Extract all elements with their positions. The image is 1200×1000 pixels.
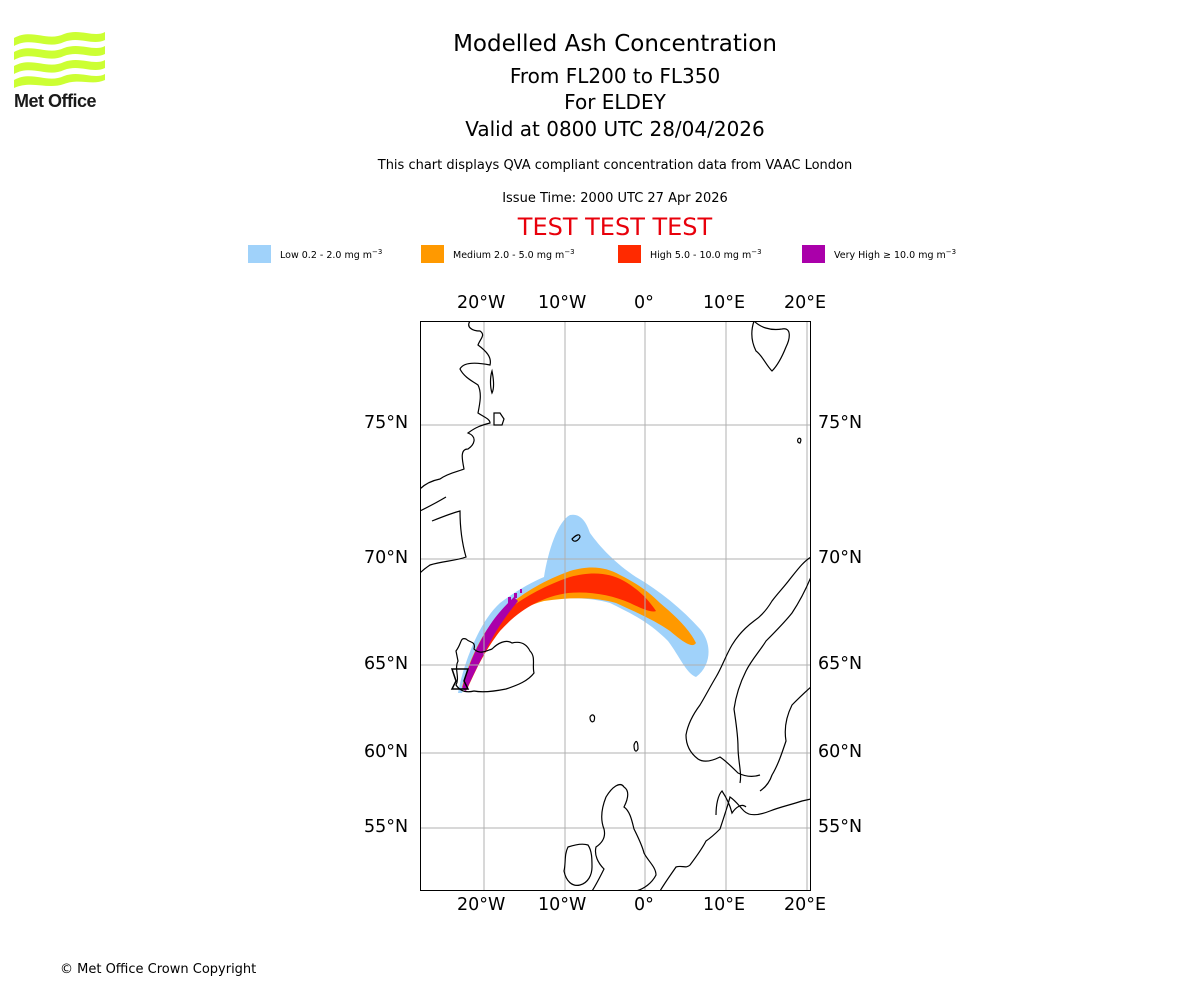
- lon-tick-top: 10°E: [703, 293, 746, 313]
- coast-shetland: [633, 740, 639, 752]
- coast-sweden: [733, 576, 811, 784]
- lat-tick-left: 65°N: [364, 654, 409, 674]
- legend-label-very-high: Very High ≥ 10.0 mg m−3: [834, 247, 957, 261]
- flight-level-range: From FL200 to FL350: [509, 64, 721, 88]
- coast-greenland: [420, 321, 491, 574]
- coast-greenland-island: [489, 368, 495, 395]
- qva-disclaimer: This chart displays QVA compliant concen…: [377, 158, 853, 173]
- copyright-notice: © Met Office Crown Copyright: [60, 962, 257, 977]
- volcano-source-icon: [450, 668, 470, 690]
- coast-great-britain: [591, 784, 657, 891]
- legend-swatch-medium: [421, 245, 444, 263]
- ash-concentration-map: [420, 321, 811, 891]
- chart-title: Modelled Ash Concentration: [453, 31, 777, 57]
- coast-faroes: [589, 714, 596, 723]
- volcano-name: For ELDEY: [564, 90, 666, 114]
- coast-bear-island: [797, 437, 802, 444]
- valid-time: Valid at 0800 UTC 28/04/2026: [465, 117, 765, 141]
- legend-swatch-very-high: [802, 245, 825, 263]
- met-office-logo-icon: [14, 32, 105, 88]
- plume-low: [458, 514, 709, 693]
- lat-tick-right: 75°N: [818, 413, 863, 433]
- lon-tick-bottom: 0°: [634, 895, 654, 915]
- legend-swatch-high: [618, 245, 641, 263]
- coast-svalbard: [751, 321, 790, 372]
- lat-tick-left: 55°N: [364, 817, 409, 837]
- coastlines: [420, 321, 811, 891]
- coast-greenland-island: [493, 412, 505, 426]
- coast-continent: [659, 796, 811, 891]
- legend-label-low: Low 0.2 - 2.0 mg m−3: [280, 247, 383, 261]
- met-office-logo-text: Met Office: [14, 91, 97, 111]
- legend-swatch-low: [248, 245, 271, 263]
- lon-tick-bottom: 10°E: [703, 895, 746, 915]
- lon-tick-bottom: 20°E: [784, 895, 827, 915]
- coast-iceland: [455, 638, 535, 693]
- lat-tick-left: 60°N: [364, 742, 409, 762]
- lon-tick-top: 10°W: [538, 293, 587, 313]
- legend-label-medium: Medium 2.0 - 5.0 mg m−3: [453, 247, 575, 261]
- plume-very-high-fleck: [508, 597, 511, 603]
- legend-item-medium: Medium 2.0 - 5.0 mg m−3: [421, 244, 575, 264]
- lat-tick-right: 60°N: [818, 742, 863, 762]
- lon-tick-top: 0°: [634, 293, 654, 313]
- legend-item-very-high: Very High ≥ 10.0 mg m−3: [802, 244, 956, 264]
- coast-jan-mayen: [571, 534, 581, 542]
- lat-tick-left: 70°N: [364, 548, 409, 568]
- legend-label-high: High 5.0 - 10.0 mg m−3: [650, 247, 762, 261]
- lat-tick-right: 70°N: [818, 548, 863, 568]
- legend-item-low: Low 0.2 - 2.0 mg m−3: [248, 244, 382, 264]
- plume-very-high-fleck: [514, 593, 517, 598]
- test-banner: TEST TEST TEST: [517, 213, 713, 241]
- plume-very-high: [462, 597, 518, 691]
- coast-finland: [759, 686, 811, 792]
- plume-very-high-fleck: [520, 589, 522, 593]
- map-frame: [420, 321, 811, 891]
- issue-time: Issue Time: 2000 UTC 27 Apr 2026: [502, 191, 728, 206]
- lat-tick-left: 75°N: [364, 413, 409, 433]
- lat-tick-right: 55°N: [818, 817, 863, 837]
- coast-ireland: [563, 843, 593, 886]
- lon-tick-bottom: 10°W: [538, 895, 587, 915]
- legend-item-high: High 5.0 - 10.0 mg m−3: [618, 244, 762, 264]
- lat-tick-right: 65°N: [818, 654, 863, 674]
- coast-norway: [685, 556, 811, 777]
- lon-tick-top: 20°W: [457, 293, 506, 313]
- lon-tick-bottom: 20°W: [457, 895, 506, 915]
- lon-tick-top: 20°E: [784, 293, 827, 313]
- coast-denmark: [715, 790, 747, 816]
